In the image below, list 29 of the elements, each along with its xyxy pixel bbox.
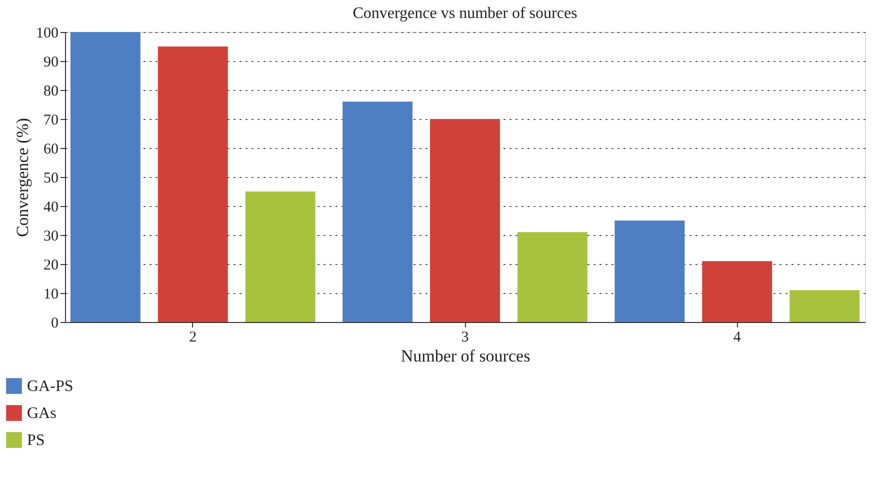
y-tick-label: 40: [44, 200, 58, 216]
bar: [430, 119, 500, 322]
y-tick-label: 30: [44, 228, 58, 244]
legend-label: GAs: [27, 405, 56, 422]
x-axis-title: Number of sources: [400, 346, 530, 366]
bar: [245, 192, 316, 322]
y-tick-label: 60: [44, 142, 58, 158]
chart-title: Convergence vs number of sources: [352, 5, 578, 22]
legend-label: PS: [27, 432, 45, 449]
x-tick-label: 4: [733, 330, 742, 346]
bar: [702, 261, 772, 322]
legend-label: GA-PS: [27, 378, 74, 395]
y-tick-label: 50: [44, 170, 58, 186]
y-tick-label: 100: [36, 26, 58, 42]
y-axis-title: Convergence (%): [13, 118, 32, 238]
bar: [70, 32, 140, 322]
y-tick-label: 90: [44, 54, 58, 70]
bar: [517, 232, 588, 322]
bar: [342, 102, 413, 322]
x-tick-label: 2: [189, 330, 197, 346]
y-tick-label: 20: [44, 258, 58, 274]
y-tick-label: 80: [44, 84, 58, 100]
x-tick-label: 3: [461, 330, 469, 346]
bar: [614, 220, 685, 322]
y-tick-label: 10: [44, 286, 58, 302]
bar: [158, 46, 228, 322]
bar: [790, 290, 860, 322]
y-tick-label: 70: [44, 112, 58, 128]
y-tick-label: 0: [51, 316, 58, 332]
